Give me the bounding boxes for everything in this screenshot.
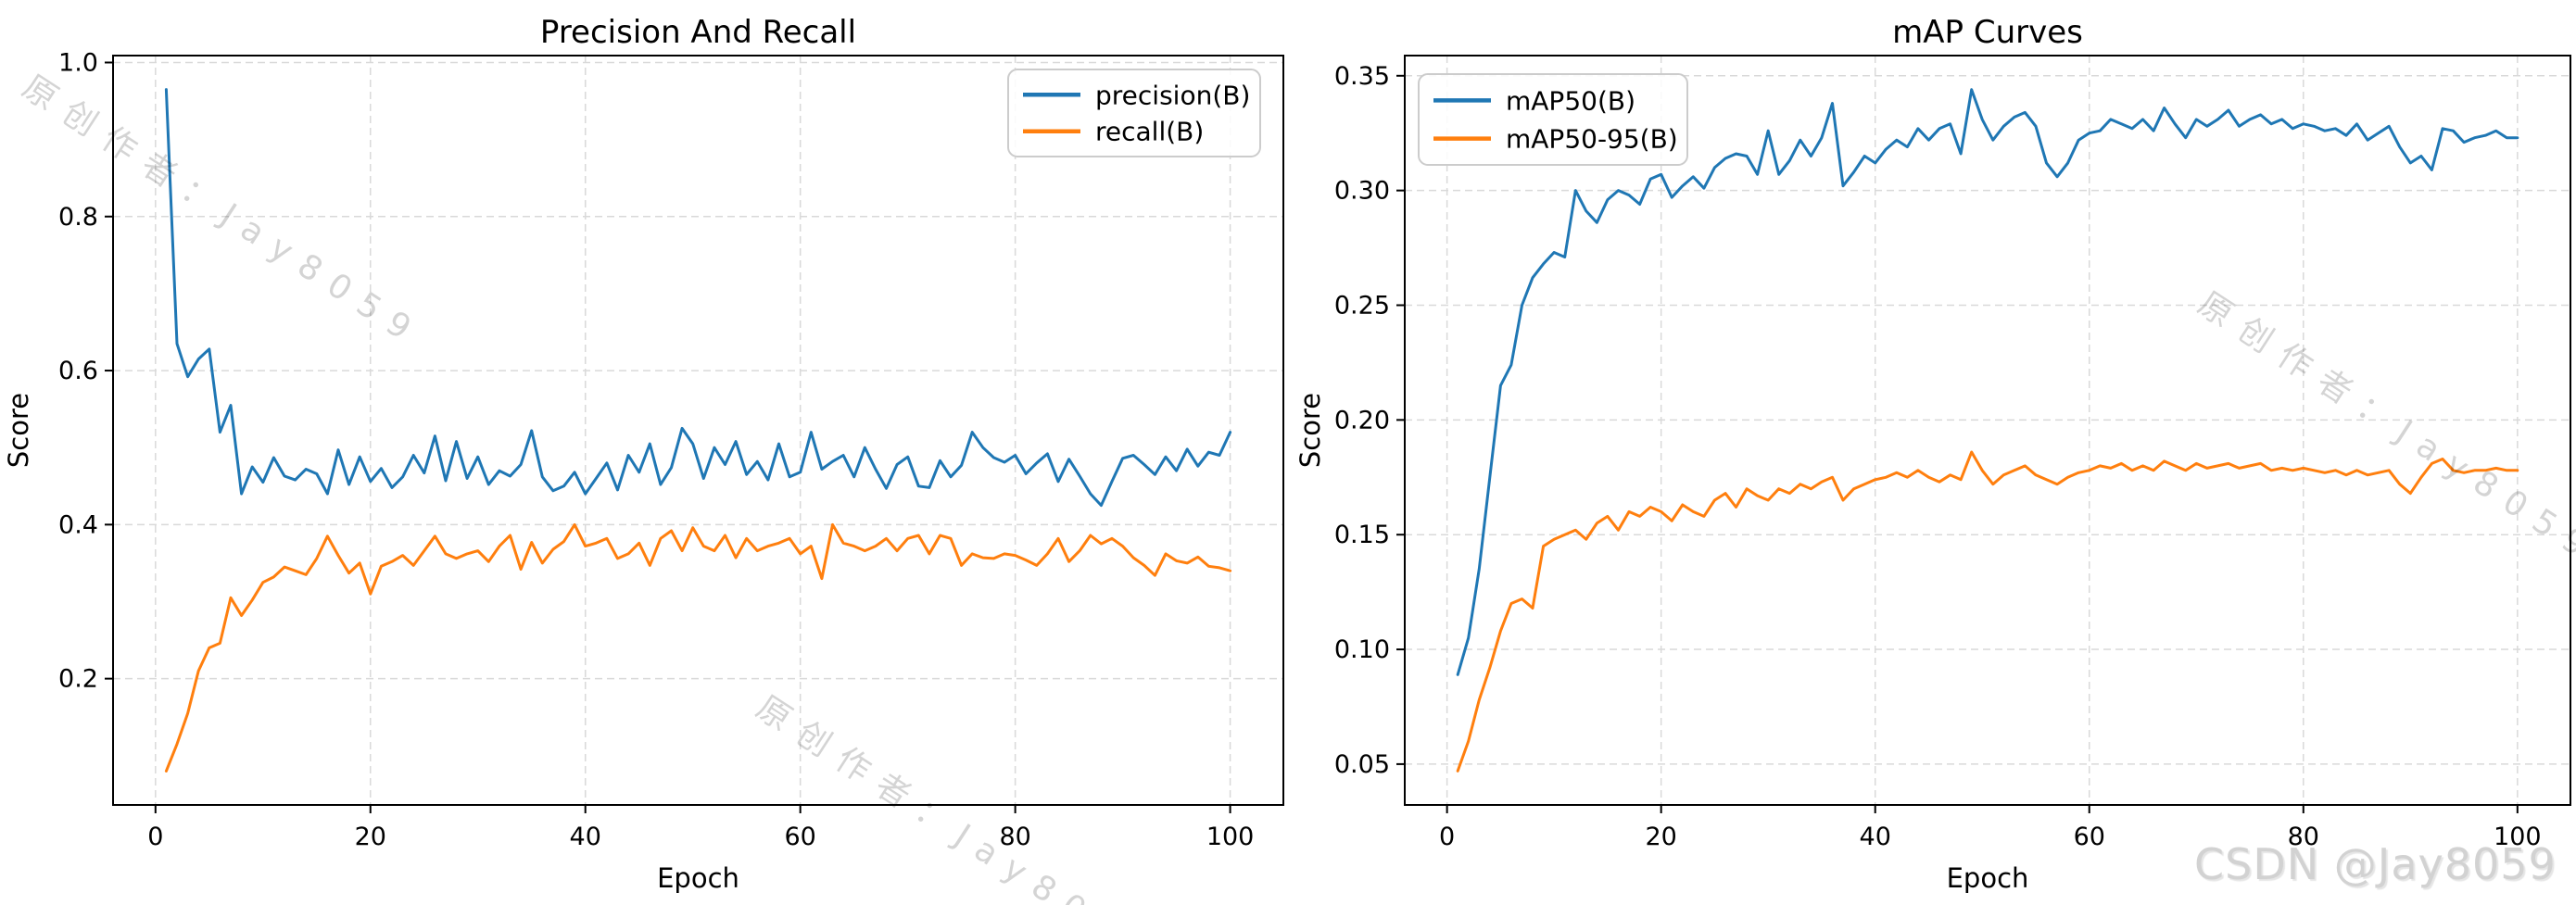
legend-entry-label: recall(B) <box>1095 117 1204 147</box>
y-axis-label: Score <box>3 393 34 468</box>
x-tick-label: 0 <box>1439 823 1455 851</box>
x-tick-label: 100 <box>1206 823 1255 851</box>
chart-title: mAP Curves <box>1892 14 2083 51</box>
chart-precision-recall: 0 20 40 60 80 100 0.2 0.4 0.6 0.8 1.0 Precision And… <box>3 14 1284 894</box>
legend: precision(B) recall(B) <box>1007 69 1261 157</box>
legend-box <box>1007 69 1261 157</box>
legend: mAP50(B) mAP50-95(B) <box>1418 73 1688 166</box>
x-tick-label: 80 <box>2288 823 2319 851</box>
x-axis-label: Epoch <box>1947 862 2029 894</box>
x-tick-label: 20 <box>1645 823 1676 851</box>
x-tick-label: 20 <box>355 823 386 851</box>
y-tick-label: 0.30 <box>1334 177 1390 206</box>
y-tick-label: 0.10 <box>1334 635 1390 664</box>
y-tick-label: 0.35 <box>1334 62 1390 91</box>
y-tick-label: 0.25 <box>1334 292 1390 321</box>
y-tick-label: 0.20 <box>1334 406 1390 434</box>
chart-map-curves: 0 20 40 60 80 100 0.05 0.10 0.15 0.20 0.25 0.30 0.35… <box>1294 14 2571 894</box>
x-tick-label: 60 <box>2074 823 2105 851</box>
axes-frame <box>1404 55 2571 806</box>
legend-entry-label: mAP50-95(B) <box>1506 124 1678 155</box>
y-tick-label: 0.2 <box>58 665 98 694</box>
x-tick-label: 0 <box>147 823 163 851</box>
precision-b--line <box>164 88 1232 508</box>
x-tick-label: 60 <box>784 823 815 851</box>
chart-title: Precision And Recall <box>540 14 856 51</box>
y-tick-label: 0.6 <box>58 357 98 385</box>
x-tick-label: 40 <box>570 823 601 851</box>
y-axis-label: Score <box>1294 393 1326 468</box>
y-tick-label: 0.8 <box>58 203 98 232</box>
x-tick-label: 40 <box>1860 823 1891 851</box>
y-tick-label: 0.05 <box>1334 750 1390 779</box>
legend-entry-label: mAP50(B) <box>1506 85 1635 116</box>
x-tick-label: 100 <box>2494 823 2542 851</box>
x-axis-label: Epoch <box>657 862 739 894</box>
y-tick-label: 1.0 <box>58 48 98 77</box>
legend-entry-label: precision(B) <box>1095 80 1250 110</box>
map50-b--line <box>1456 88 2519 676</box>
x-tick-label: 80 <box>999 823 1030 851</box>
y-tick-label: 0.15 <box>1334 521 1390 549</box>
map50-95-b--line <box>1456 450 2519 773</box>
y-tick-label: 0.4 <box>58 510 98 539</box>
recall-b--line <box>164 522 1232 773</box>
axes-frame <box>112 55 1284 806</box>
legend-box <box>1418 73 1688 166</box>
